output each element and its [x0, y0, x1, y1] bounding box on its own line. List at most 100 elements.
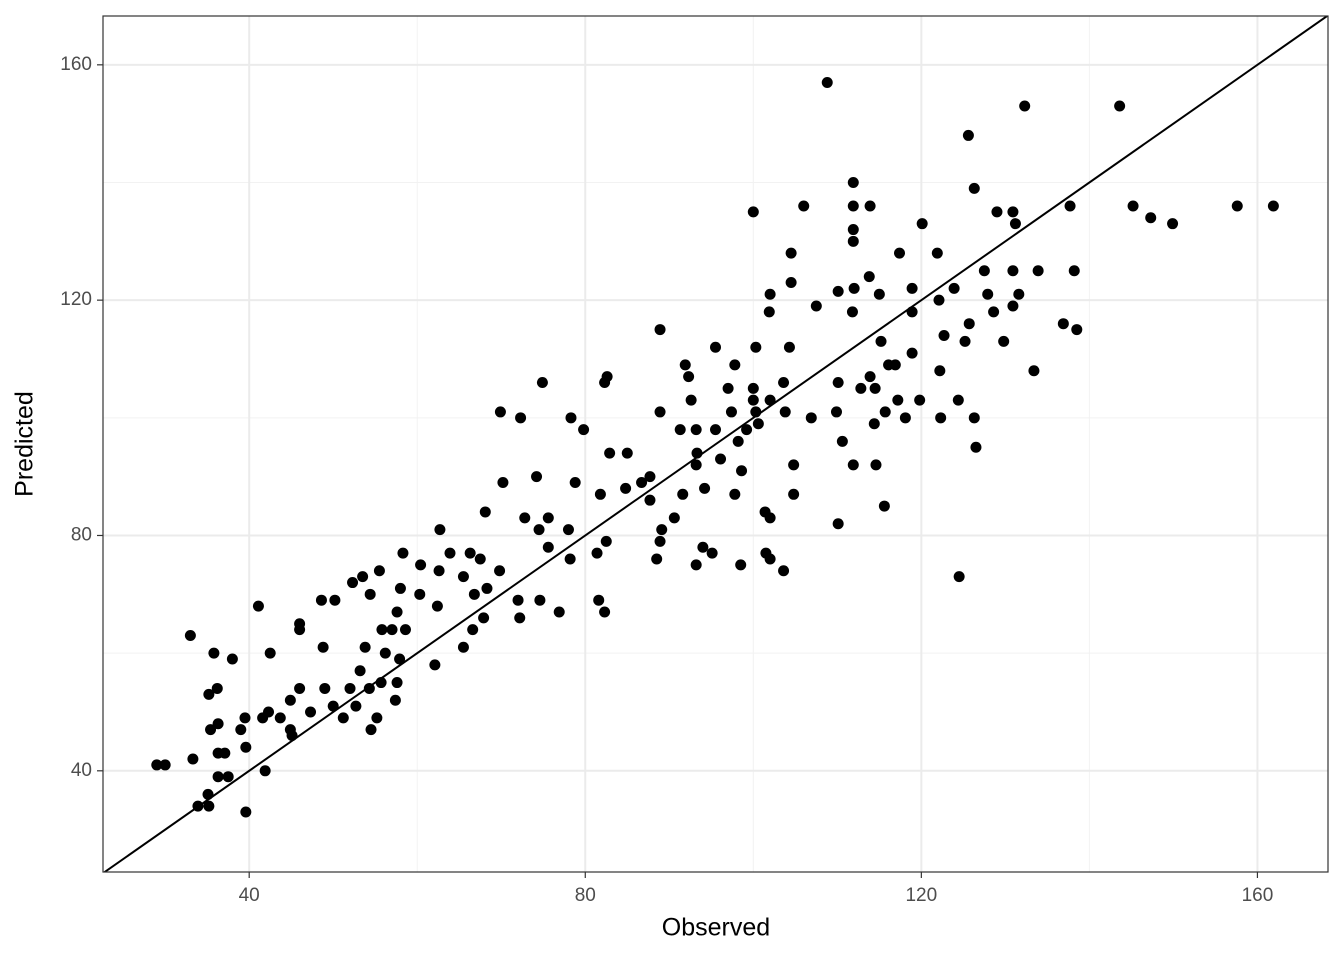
- point: [729, 359, 741, 371]
- point: [1032, 265, 1044, 277]
- point: [864, 371, 876, 383]
- point: [654, 406, 666, 418]
- point: [778, 565, 790, 577]
- point: [785, 247, 797, 259]
- point: [870, 459, 882, 471]
- point: [763, 306, 775, 318]
- point: [836, 435, 848, 447]
- point: [654, 535, 666, 547]
- point: [1019, 100, 1031, 112]
- point: [892, 394, 904, 406]
- point: [1114, 100, 1126, 112]
- point: [963, 318, 975, 330]
- point: [847, 200, 859, 212]
- point: [389, 694, 401, 706]
- point: [252, 600, 264, 612]
- point: [788, 488, 800, 500]
- point: [779, 406, 791, 418]
- point: [690, 459, 702, 471]
- point: [399, 624, 411, 636]
- point: [651, 553, 663, 565]
- point: [371, 712, 383, 724]
- point: [778, 377, 790, 389]
- point: [481, 582, 493, 594]
- point: [376, 624, 388, 636]
- point: [329, 594, 341, 606]
- point: [457, 571, 469, 583]
- point: [679, 359, 691, 371]
- point: [431, 600, 443, 612]
- point: [656, 524, 668, 536]
- point: [542, 541, 554, 553]
- point: [948, 282, 960, 294]
- point: [397, 547, 409, 559]
- point: [962, 129, 974, 141]
- point: [869, 382, 881, 394]
- point: [240, 806, 252, 818]
- point: [644, 471, 656, 483]
- point: [821, 76, 833, 88]
- point: [344, 682, 356, 694]
- point: [536, 377, 548, 389]
- point: [415, 559, 427, 571]
- point: [497, 477, 509, 489]
- point: [494, 406, 506, 418]
- point: [468, 588, 480, 600]
- point: [599, 606, 611, 618]
- point: [1028, 365, 1040, 377]
- point: [359, 641, 371, 653]
- point: [519, 512, 531, 524]
- point: [515, 412, 527, 424]
- point: [710, 424, 721, 436]
- point: [906, 347, 918, 359]
- point: [747, 206, 759, 218]
- point: [832, 518, 844, 530]
- point: [202, 788, 214, 800]
- point: [879, 406, 891, 418]
- point: [315, 594, 327, 606]
- point: [906, 306, 918, 318]
- point: [982, 288, 994, 300]
- point: [729, 488, 741, 500]
- y-tick-label: 120: [60, 289, 92, 310]
- point: [394, 653, 406, 665]
- point: [868, 418, 880, 430]
- point: [914, 394, 926, 406]
- point: [1009, 218, 1021, 230]
- point: [864, 200, 876, 212]
- y-tick-label: 80: [71, 524, 92, 545]
- point: [715, 453, 727, 465]
- point: [187, 753, 199, 765]
- point: [805, 412, 817, 424]
- point: [832, 285, 844, 297]
- point: [600, 535, 612, 547]
- point: [968, 182, 980, 194]
- point: [736, 465, 748, 477]
- point: [184, 629, 196, 641]
- point: [562, 524, 574, 536]
- point: [205, 724, 217, 736]
- point: [847, 235, 859, 247]
- point: [674, 424, 686, 436]
- point: [931, 247, 943, 259]
- grid: [103, 16, 1328, 872]
- axes: 40 80 120 160 40 80 120 160: [60, 54, 1273, 906]
- point: [690, 559, 702, 571]
- point: [373, 565, 385, 577]
- point: [467, 624, 479, 636]
- point: [750, 341, 762, 353]
- point: [899, 412, 911, 424]
- point: [512, 594, 524, 606]
- point: [350, 700, 362, 712]
- point: [274, 712, 286, 724]
- point: [364, 588, 376, 600]
- point: [725, 406, 737, 418]
- point: [284, 694, 296, 706]
- point: [1007, 300, 1019, 312]
- point: [935, 412, 947, 424]
- panel-border: [102, 15, 1329, 873]
- point: [1057, 318, 1069, 330]
- x-tick-label: 80: [575, 885, 596, 906]
- point: [478, 612, 490, 624]
- point: [391, 677, 403, 689]
